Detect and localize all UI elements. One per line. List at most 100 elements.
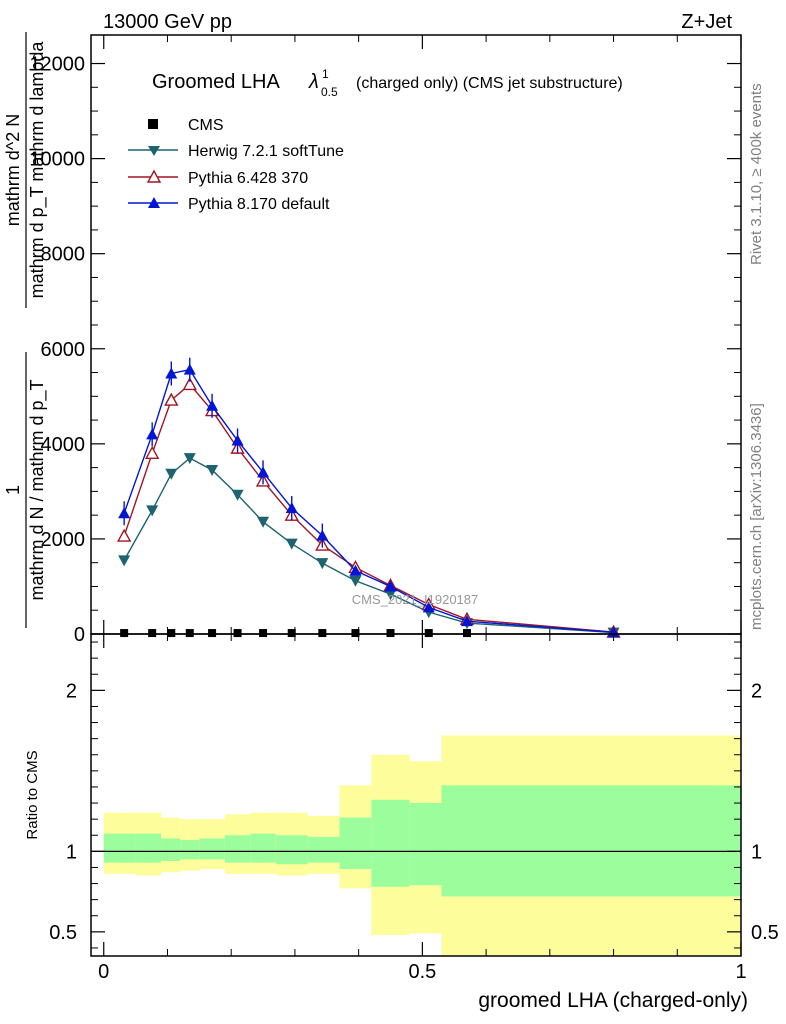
cms-point: [259, 629, 268, 638]
pythia8-point: [384, 580, 397, 592]
pythia8-point: [257, 466, 270, 478]
ratio-band-inner: [275, 835, 308, 865]
main-ytick-label: 10000: [29, 149, 85, 171]
pythia8-point: [316, 529, 329, 541]
herwig-point: [231, 489, 244, 501]
main-series: [116, 357, 621, 639]
plot-title: Groomed LHA λ 1 0.5 (charged only) (CMS …: [152, 67, 623, 99]
plot-title-main: Groomed LHA: [152, 71, 280, 93]
main-ytick-label: 2000: [41, 529, 86, 551]
watermark: CMS_2021_I1920187: [352, 592, 479, 607]
ratio-ytick-label-left: 1: [66, 841, 77, 863]
ratio-xtick-label: 1: [735, 961, 746, 983]
herwig-point: [165, 468, 178, 480]
y-axis-label-den2: mathrm d p_T mathrm d lambda: [27, 41, 48, 299]
cms-point: [287, 629, 296, 638]
ratio-band-inner: [307, 836, 340, 863]
pythia8-point: [146, 428, 159, 440]
y-axis-label-denominator: mathrm d N / mathrm d p_T: [27, 379, 48, 600]
legend-entry-herwig: Herwig 7.2.1 softTune: [128, 143, 344, 160]
ratio-band-inner: [199, 838, 225, 860]
ratio-band-inner: [371, 799, 410, 887]
plot-title-sup: 1: [322, 67, 329, 81]
pythia6-point: [164, 392, 179, 406]
main-ytick-label: 6000: [41, 339, 86, 361]
main-ytick-label: 0: [74, 624, 85, 646]
pythia8-point: [206, 399, 219, 411]
series-line-3: [123, 368, 614, 634]
ratio-band-inner: [135, 833, 162, 863]
ratio-xtick-label: 0: [98, 961, 109, 983]
y-axis-label-num2: mathrm d^2 N: [3, 114, 23, 226]
plot-title-sub: 0.5: [321, 85, 338, 99]
legend: CMS Herwig 7.2.1 softTune Pythia 6.428 3…: [128, 117, 344, 213]
ratio-xtick-label: 0.5: [408, 961, 436, 983]
pythia8-point: [183, 363, 196, 375]
ratio-ytick-label-left: 0.5: [49, 922, 77, 944]
herwig-point: [206, 464, 219, 476]
ratio-ytick-label-right: 1: [751, 841, 762, 863]
cms-point: [351, 629, 360, 638]
pythia8-point: [460, 615, 473, 627]
cms-point: [208, 629, 217, 638]
series-line-2: [123, 383, 614, 633]
y-axis-label: 1 mathrm d N / mathrm d p_T mathrm d^2 N…: [3, 32, 48, 628]
cms-point: [318, 629, 327, 638]
ratio-band-inner: [224, 835, 251, 863]
ratio-ticks: 0.5 0.51 12 20 0.5 1: [49, 634, 779, 983]
rivet-note: Rivet 3.1.10, ≥ 400k events: [748, 83, 765, 265]
ratio-plot: 0.5 0.51 12 20 0.5 1 Ratio to CMS groomed LHA…: [24, 633, 779, 1012]
legend-marker-pythia6: [146, 169, 162, 183]
cms-point: [185, 629, 194, 638]
main-ytick-label: 8000: [41, 244, 86, 266]
herwig-point: [257, 516, 270, 528]
pythia8-point: [349, 564, 362, 576]
herwig-point: [384, 589, 397, 601]
ratio-band-inner: [409, 803, 442, 886]
pythia6-point: [116, 528, 132, 542]
cms-point: [148, 629, 157, 638]
herwig-point: [285, 538, 298, 550]
legend-entry-pythia8: Pythia 8.170 default: [128, 196, 330, 213]
ratio-band-inner: [339, 817, 372, 870]
header-process: Z+Jet: [681, 11, 732, 33]
legend-entry-pythia6: Pythia 6.428 370: [128, 169, 308, 187]
main-ticks: 0 2000 4000 6000 8000 10000 12000: [29, 35, 742, 646]
ratio-ytick-label-left: 2: [66, 680, 77, 702]
mcplots-note: mcplots.cern.ch [arXiv:1306.3436]: [748, 403, 765, 630]
ratio-plot-frame: [90, 633, 742, 957]
pythia8-point: [285, 502, 298, 514]
cms-point: [233, 629, 242, 638]
legend-entry-cms: CMS: [148, 117, 224, 134]
legend-label-cms: CMS: [188, 117, 224, 134]
herwig-point: [349, 575, 362, 587]
main-ytick-label: 12000: [29, 54, 85, 76]
x-axis-label: groomed LHA (charged-only): [478, 989, 748, 1012]
main-ytick-label: 4000: [41, 434, 86, 456]
ratio-ytick-label-right: 2: [751, 680, 762, 702]
y-axis-label-numerator: 1: [3, 485, 23, 495]
header-energy: 13000 GeV pp: [103, 11, 232, 33]
legend-label-herwig: Herwig 7.2.1 softTune: [188, 143, 344, 160]
ratio-band-inner: [161, 838, 181, 862]
cms-point: [386, 629, 395, 638]
legend-marker-pythia8: [148, 197, 160, 208]
cms-point: [424, 629, 433, 638]
legend-label-pythia8: Pythia 8.170 default: [188, 196, 330, 213]
plot-title-extra: (charged only) (CMS jet substructure): [356, 75, 623, 92]
legend-label-pythia6: Pythia 6.428 370: [188, 170, 308, 187]
ratio-band-inner: [441, 785, 741, 897]
pythia8-point: [118, 507, 131, 519]
herwig-point: [146, 505, 159, 517]
herwig-point: [183, 453, 196, 465]
pythia8-point: [422, 601, 435, 613]
herwig-point: [118, 555, 131, 567]
legend-marker-cms: [148, 119, 158, 129]
ratio-ytick-label-right: 0.5: [751, 922, 779, 944]
ratio-band-inner: [250, 833, 276, 863]
cms-point: [120, 629, 129, 638]
pythia8-point: [231, 434, 244, 446]
herwig-point: [316, 558, 329, 570]
ratio-band-inner: [103, 833, 136, 863]
